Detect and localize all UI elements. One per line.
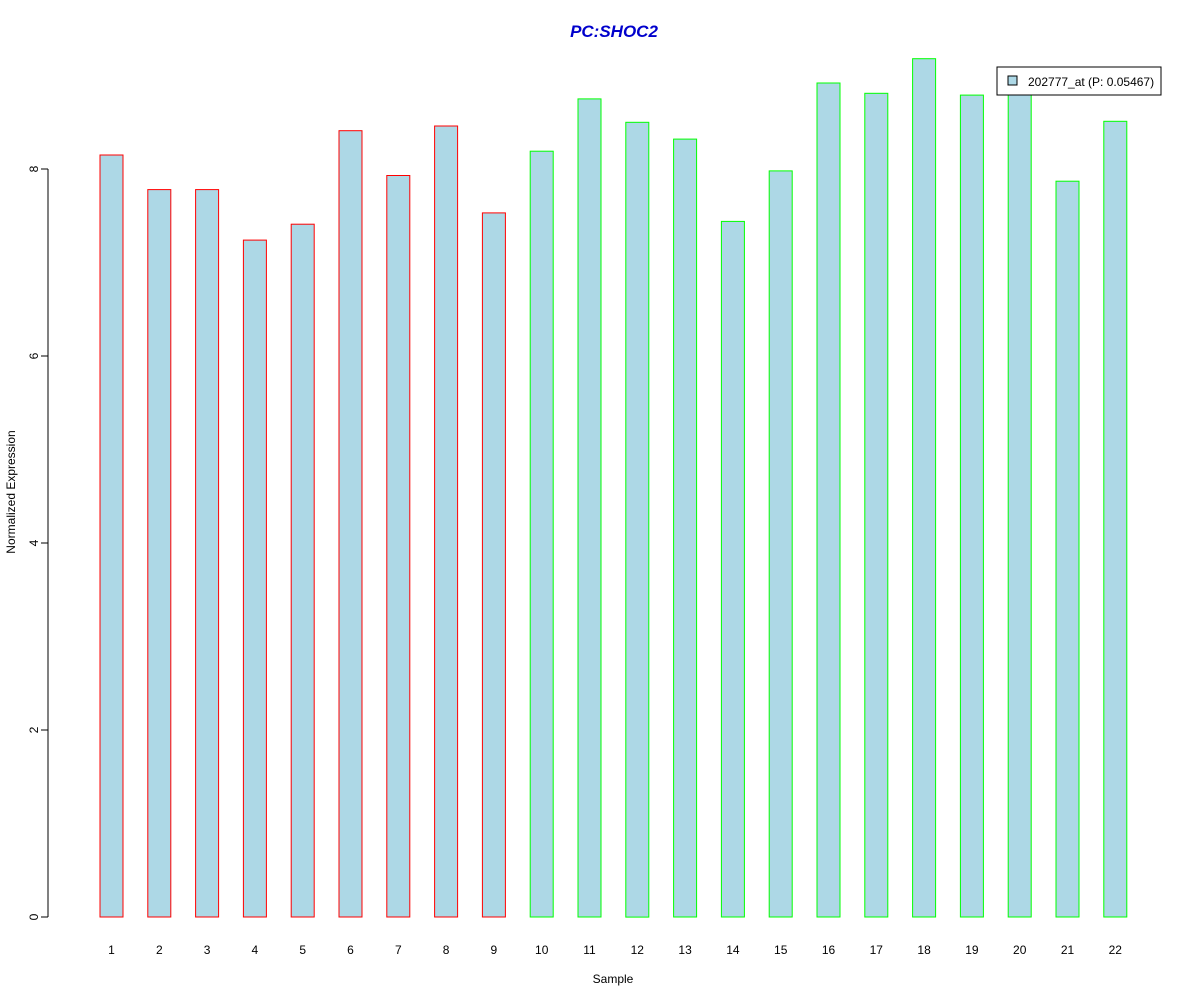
y-tick-label: 4	[27, 539, 41, 546]
bar-sample-4	[242, 239, 267, 918]
bars-group	[99, 58, 1128, 918]
x-tick-label: 3	[204, 943, 211, 957]
bar-sample-21	[1055, 180, 1080, 918]
x-axis-label: Sample	[593, 972, 634, 986]
bar-sample-2	[147, 189, 172, 918]
bar-sample-3	[195, 189, 220, 918]
y-tick-label: 0	[27, 913, 41, 920]
bar-sample-7	[386, 175, 411, 918]
bar-sample-15	[768, 170, 793, 918]
x-tick-label: 7	[395, 943, 402, 957]
bar-sample-17	[864, 92, 889, 918]
x-tick-label: 2	[156, 943, 163, 957]
legend-swatch	[1007, 75, 1018, 86]
legend-entry-label: 202777_at (P: 0.05467)	[1028, 75, 1154, 89]
bar-sample-5	[290, 223, 315, 918]
y-tick-label: 2	[27, 726, 41, 733]
bar-sample-14	[720, 220, 745, 918]
x-tick-label: 5	[299, 943, 306, 957]
x-tick-label: 4	[252, 943, 259, 957]
bar-sample-1	[99, 154, 124, 918]
bar-sample-11	[577, 98, 602, 918]
y-axis: 0 2 4 6 8	[27, 165, 49, 920]
x-tick-label: 10	[535, 943, 549, 957]
bar-sample-9	[481, 212, 506, 918]
x-tick-label: 12	[631, 943, 645, 957]
x-tick-label: 1	[108, 943, 115, 957]
x-tick-label: 11	[583, 943, 596, 957]
x-tick-label: 17	[870, 943, 884, 957]
bar-sample-20	[1007, 93, 1032, 918]
legend: 202777_at (P: 0.05467)	[996, 66, 1162, 96]
chart-title: PC:SHOC2	[570, 22, 658, 41]
x-tick-label: 21	[1061, 943, 1075, 957]
x-tick-label: 8	[443, 943, 450, 957]
x-tick-label: 16	[822, 943, 836, 957]
bar-sample-6	[338, 130, 363, 918]
x-tick-label: 20	[1013, 943, 1027, 957]
x-tick-label: 6	[347, 943, 354, 957]
bar-sample-16	[816, 82, 841, 918]
x-tick-label: 18	[917, 943, 931, 957]
y-axis-label: Normalized Expression	[4, 430, 18, 553]
bar-sample-12	[625, 121, 650, 918]
x-tick-label: 14	[726, 943, 740, 957]
x-tick-label: 22	[1109, 943, 1123, 957]
y-tick-label: 6	[27, 352, 41, 359]
bar-sample-10	[529, 150, 554, 918]
legend-box	[996, 66, 1162, 96]
x-tick-labels: 1 2 3 4 5 6 7 8 9 10 11 12 13 14 15 16 17 18 19 20 21 22	[108, 943, 1122, 957]
bar-sample-19	[959, 94, 984, 918]
y-tick-label: 8	[27, 165, 41, 172]
x-tick-label: 15	[774, 943, 788, 957]
x-tick-label: 9	[491, 943, 498, 957]
x-tick-label: 13	[678, 943, 692, 957]
bar-sample-13	[673, 138, 698, 918]
bar-sample-22	[1103, 120, 1128, 918]
bar-sample-18	[912, 58, 937, 918]
bar-sample-8	[434, 125, 459, 918]
x-tick-label: 19	[965, 943, 979, 957]
